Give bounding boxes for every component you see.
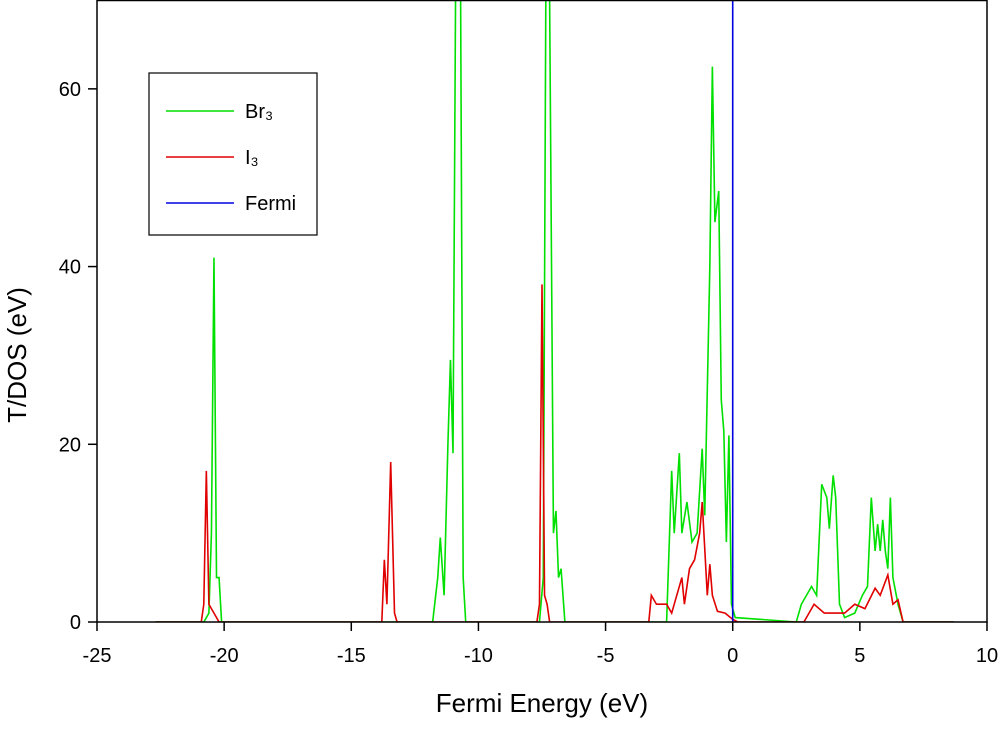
legend-box bbox=[148, 72, 318, 236]
x-tick-label: -15 bbox=[337, 645, 366, 667]
x-tick-label: 10 bbox=[976, 645, 998, 667]
x-tick-label: -20 bbox=[210, 645, 239, 667]
x-tick-label: -10 bbox=[464, 645, 493, 667]
plot-lines bbox=[155, 0, 954, 622]
x-tick-label: -5 bbox=[597, 645, 615, 667]
y-tick-label: 0 bbox=[70, 612, 81, 634]
x-tick-label: 5 bbox=[854, 645, 865, 667]
plot-frame bbox=[96, 0, 988, 623]
legend-label: Fermi bbox=[245, 193, 296, 215]
series-line bbox=[155, 284, 954, 622]
y-tick-label: 60 bbox=[59, 79, 81, 101]
legend-label: Br₃ bbox=[245, 101, 273, 123]
series-line bbox=[155, 0, 954, 622]
y-tick-label: 40 bbox=[59, 257, 81, 279]
x-tick-label: -25 bbox=[83, 645, 112, 667]
x-tick-label: 0 bbox=[727, 645, 738, 667]
legend-label: I₃ bbox=[245, 147, 259, 169]
y-tick-label: 20 bbox=[59, 434, 81, 456]
x-axis-label: Fermi Energy (eV) bbox=[436, 688, 648, 718]
legend: Br₃ I₃ Fermi bbox=[148, 72, 318, 236]
y-axis-label: T/DOS (eV) bbox=[2, 287, 32, 423]
